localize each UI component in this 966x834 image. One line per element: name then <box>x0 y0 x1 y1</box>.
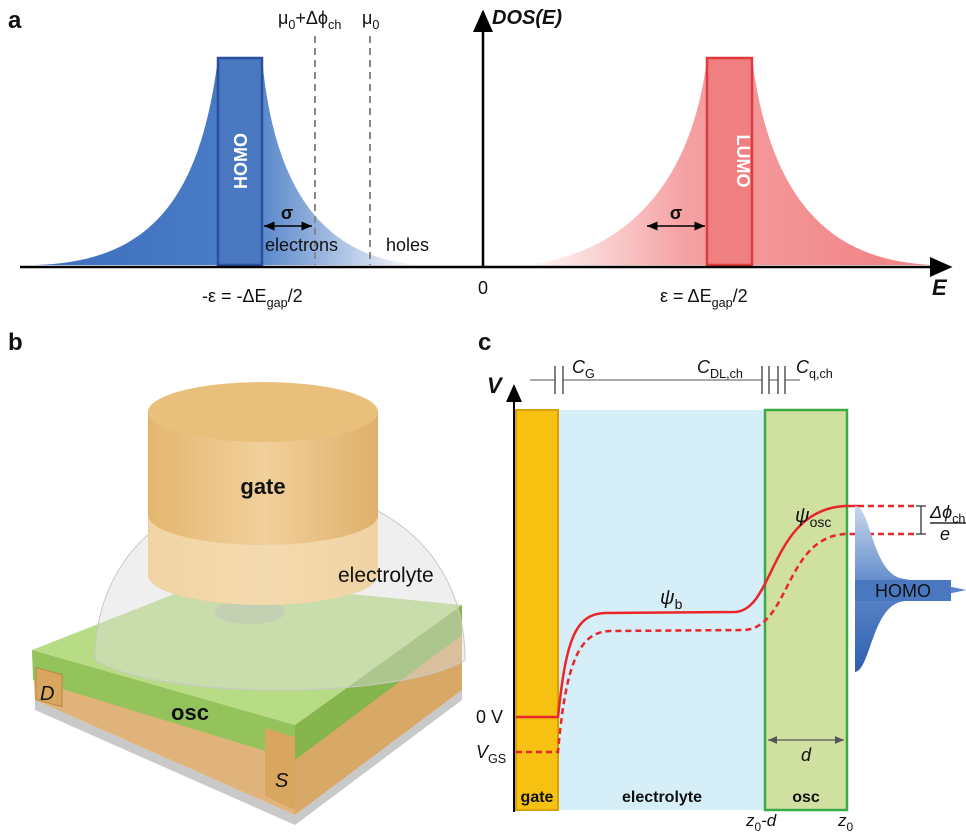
zero-v-label: 0 V <box>476 707 503 727</box>
delta-phi-den: e <box>940 524 950 544</box>
subscript: 0 <box>847 820 854 834</box>
mu-label: μ0 <box>362 8 379 32</box>
text-part: C <box>572 357 586 377</box>
cap-q-label: Cq,ch <box>796 357 833 381</box>
origin-label: 0 <box>478 278 488 298</box>
homo-energy: -ε = -ΔEgap/2 <box>202 286 303 310</box>
figure: a HOMO LUMO μ0+Δϕch μ0 σ σ electrons hol… <box>0 0 966 834</box>
subscript: 0 <box>288 18 295 32</box>
text-part: ψ <box>660 587 675 609</box>
lumo-label: LUMO <box>733 135 753 188</box>
text-part: C <box>796 357 810 377</box>
subscript: osc <box>810 514 832 530</box>
osc-label: osc <box>171 700 209 725</box>
subscript: DL,ch <box>710 367 743 381</box>
source-contact <box>265 728 295 810</box>
text-part: C <box>697 357 711 377</box>
v-axis-label: V <box>487 373 504 398</box>
subscript: G <box>585 367 595 381</box>
homo-label: HOMO <box>875 581 931 601</box>
subscript: gap <box>267 296 288 310</box>
region-label: electrolyte <box>622 789 702 806</box>
panel-label: b <box>8 329 23 356</box>
text-part: μ <box>362 8 372 28</box>
panel-c: c V CG CDL,ch Cq,ch HOMO Δϕch e ψb ψosc … <box>476 329 966 834</box>
subscript: ch <box>328 18 341 32</box>
y-axis-label: DOS(E) <box>492 7 562 29</box>
sigma-label: σ <box>281 203 293 223</box>
region-label: gate <box>521 789 554 806</box>
gate-label: gate <box>240 474 285 499</box>
panel-label: a <box>8 7 22 34</box>
mu-shift-label: μ0+Δϕch <box>278 8 341 32</box>
electrolyte-region <box>558 410 765 810</box>
homo-label: HOMO <box>231 133 251 189</box>
panel-b: b D S osc gate electrolyte <box>8 329 465 825</box>
text-part: /2 <box>288 286 303 306</box>
text-part: ε = ΔE <box>660 286 712 306</box>
subscript: b <box>675 596 683 612</box>
text-part: +Δϕ <box>295 8 328 28</box>
region-label: osc <box>792 789 820 806</box>
cap-dl-label: CDL,ch <box>697 357 743 381</box>
z-left-label: z0-d <box>745 811 777 834</box>
text-part: Δϕ <box>929 502 952 522</box>
lumo-energy: ε = ΔEgap/2 <box>660 286 748 310</box>
text-part: z <box>745 811 755 830</box>
drain-label: D <box>40 683 54 705</box>
d-label: d <box>801 745 812 765</box>
gate-top <box>148 382 378 442</box>
panel-label: c <box>478 329 491 356</box>
text-part: z <box>837 811 847 830</box>
subscript: ch <box>952 512 965 526</box>
gate-region <box>516 410 558 810</box>
z-right-label: z0 <box>837 811 854 834</box>
subscript: q,ch <box>809 367 833 381</box>
source-label: S <box>275 770 289 792</box>
subscript: 0 <box>372 18 379 32</box>
subscript: gap <box>712 296 733 310</box>
text-part: /2 <box>733 286 748 306</box>
electrolyte-label: electrolyte <box>338 564 434 587</box>
sigma-label: σ <box>670 203 682 223</box>
page: { "panel_a": { "label": "a", "y_axis": "… <box>0 0 966 834</box>
text-part: -ε = -ΔE <box>202 286 267 306</box>
text-part: μ <box>278 8 288 28</box>
cap-gate-label: CG <box>572 357 595 381</box>
vgs-label: VGS <box>476 742 506 766</box>
electrons-label: electrons <box>265 235 338 255</box>
holes-label: holes <box>386 235 429 255</box>
text-part: -d <box>761 811 777 830</box>
delta-bracket <box>916 506 926 534</box>
x-axis-label: E <box>932 275 948 300</box>
panel-a: a HOMO LUMO μ0+Δϕch μ0 σ σ electrons hol… <box>8 7 950 310</box>
subscript: GS <box>488 752 506 766</box>
text-part: ψ <box>795 505 810 527</box>
